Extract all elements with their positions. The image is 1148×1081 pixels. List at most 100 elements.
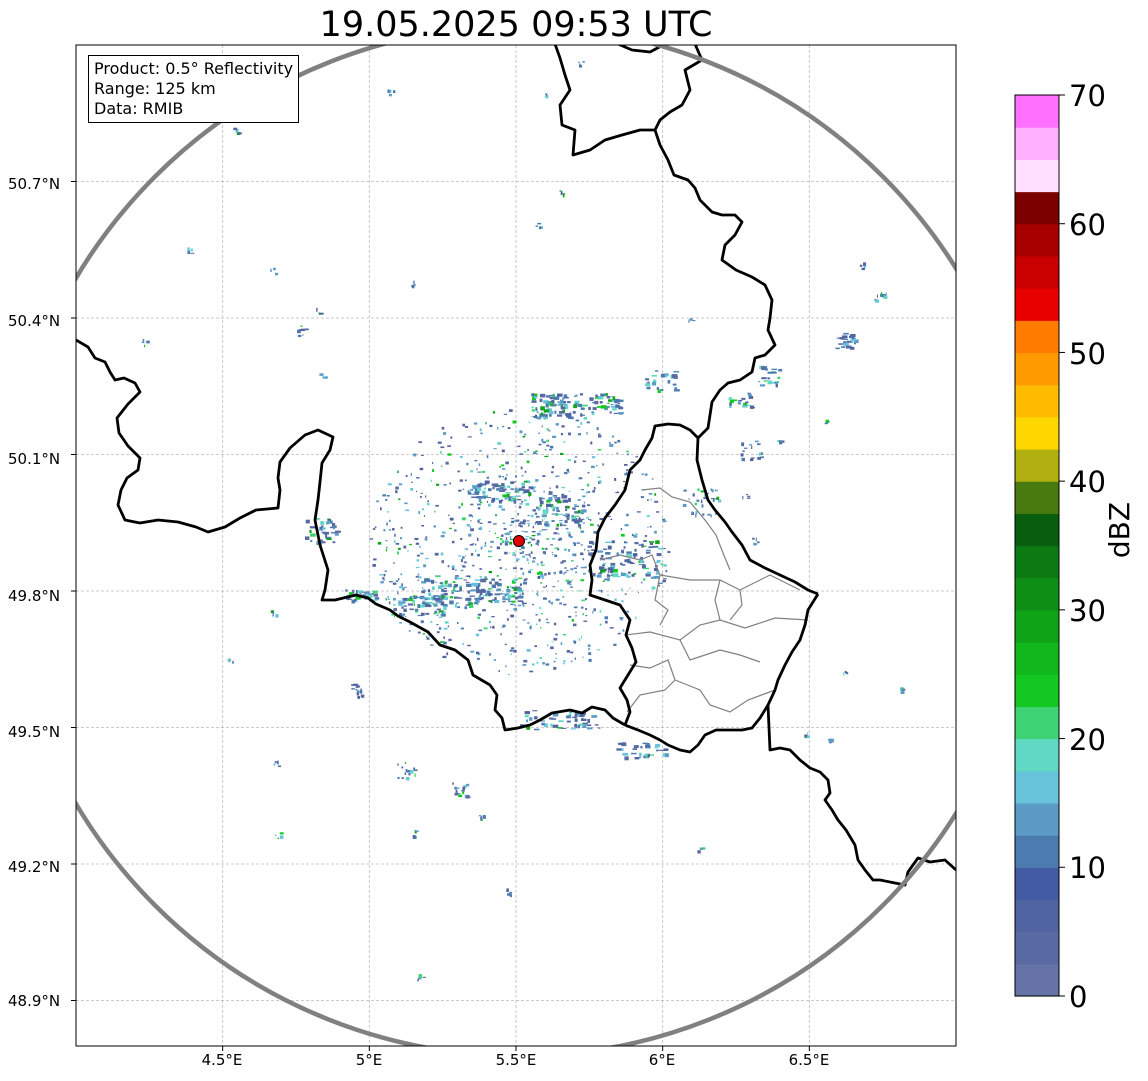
echo-pixel bbox=[557, 414, 563, 417]
echo-pixel bbox=[700, 499, 703, 504]
echo-pixel bbox=[437, 595, 443, 599]
echo-pixel bbox=[309, 526, 316, 529]
echo-pixel bbox=[524, 451, 527, 453]
echo-pixel bbox=[564, 548, 567, 551]
echo-pixel bbox=[456, 596, 460, 598]
echo-pixel bbox=[320, 312, 324, 315]
echo-pixel bbox=[506, 618, 509, 621]
echo-pixel bbox=[516, 586, 521, 589]
echo-pixel bbox=[512, 497, 517, 501]
echo-pixel bbox=[454, 529, 457, 532]
echo-pixel bbox=[460, 537, 463, 540]
echo-pixel bbox=[899, 687, 903, 691]
echo-pixel bbox=[382, 577, 385, 580]
echo-pixel bbox=[451, 540, 455, 544]
echo-pixel bbox=[507, 594, 512, 599]
echo-pixel bbox=[470, 528, 474, 532]
echo-pixel bbox=[770, 381, 776, 384]
echo-pixel bbox=[441, 560, 444, 564]
echo-pixel bbox=[552, 435, 557, 438]
echo-pixel bbox=[581, 717, 584, 720]
echo-pixel bbox=[480, 526, 482, 530]
echo-pixel bbox=[471, 496, 477, 498]
echo-pixel bbox=[395, 543, 400, 545]
echo-pixel bbox=[562, 596, 565, 598]
echo-pixel bbox=[531, 406, 534, 409]
lon-tick-label: 4.5°E bbox=[201, 1051, 243, 1069]
echo-pixel bbox=[480, 597, 484, 600]
echo-pixel bbox=[569, 583, 572, 586]
colorbar-segment bbox=[1015, 448, 1059, 482]
echo-pixel bbox=[469, 488, 472, 491]
echo-pixel bbox=[470, 650, 475, 653]
echo-pixel bbox=[520, 567, 523, 570]
echo-pixel bbox=[399, 585, 404, 589]
echo-pixel bbox=[571, 579, 573, 581]
echo-pixel bbox=[580, 530, 585, 533]
echo-pixel bbox=[606, 574, 611, 577]
echo-pixel bbox=[524, 715, 529, 718]
echo-pixel bbox=[577, 426, 581, 428]
echo-pixel bbox=[493, 523, 497, 525]
echo-pixel bbox=[578, 518, 585, 520]
echo-pixel bbox=[550, 602, 554, 605]
echo-pixel bbox=[457, 470, 460, 473]
echo-pixel bbox=[372, 590, 378, 594]
echo-pixel bbox=[417, 604, 421, 608]
echo-pixel bbox=[572, 411, 576, 414]
echo-pixel bbox=[485, 422, 487, 425]
echo-pixel bbox=[355, 688, 358, 691]
echo-pixel bbox=[551, 504, 553, 508]
echo-pixel bbox=[501, 540, 505, 544]
echo-pixel bbox=[449, 517, 454, 521]
echo-pixel bbox=[778, 368, 783, 372]
echo-pixel bbox=[412, 284, 415, 289]
echo-pixel bbox=[883, 295, 888, 300]
echo-pixel bbox=[843, 343, 849, 346]
echo-pixel bbox=[523, 602, 527, 604]
echo-pixel bbox=[711, 489, 714, 493]
echo-pixel bbox=[397, 547, 401, 550]
echo-pixel bbox=[556, 507, 559, 511]
echo-pixel bbox=[532, 560, 536, 563]
echo-pixel bbox=[560, 191, 563, 195]
echo-pixel bbox=[488, 620, 491, 624]
echo-pixel bbox=[602, 563, 606, 565]
radar-site-marker bbox=[512, 534, 525, 547]
echo-pixel bbox=[545, 95, 549, 99]
echo-pixel bbox=[534, 452, 538, 454]
echo-pixel bbox=[532, 509, 536, 512]
echo-pixel bbox=[477, 483, 481, 488]
echo-pixel bbox=[541, 612, 543, 615]
echo-pixel bbox=[526, 726, 531, 730]
echo-pixel bbox=[488, 488, 492, 492]
echo-pixel bbox=[578, 638, 581, 641]
echo-pixel bbox=[634, 757, 640, 760]
echo-pixel bbox=[490, 600, 493, 604]
echo-pixel bbox=[406, 776, 410, 781]
echo-pixel bbox=[551, 399, 555, 404]
echo-pixel bbox=[354, 598, 357, 602]
echo-pixel bbox=[413, 767, 416, 771]
echo-pixel bbox=[475, 633, 480, 637]
echo-pixel bbox=[611, 435, 615, 438]
echo-pixel bbox=[511, 520, 515, 524]
district-border bbox=[654, 574, 669, 626]
echo-pixel bbox=[393, 598, 396, 601]
echo-pixel bbox=[409, 543, 412, 546]
echo-pixel bbox=[553, 637, 558, 641]
echo-pixel bbox=[561, 524, 567, 526]
echo-pixel bbox=[351, 684, 355, 686]
echo-pixel bbox=[525, 503, 530, 506]
echo-pixel bbox=[418, 576, 422, 579]
echo-pixel bbox=[749, 444, 753, 446]
echo-pixel bbox=[665, 569, 668, 573]
echo-pixel bbox=[431, 595, 435, 600]
echo-pixel bbox=[592, 402, 597, 404]
echo-pixel bbox=[477, 485, 481, 489]
echo-pixel bbox=[592, 490, 595, 493]
border-france-east bbox=[766, 704, 956, 887]
echo-pixel bbox=[498, 489, 504, 491]
echo-pixel bbox=[582, 656, 584, 658]
echo-pixel bbox=[578, 61, 580, 64]
